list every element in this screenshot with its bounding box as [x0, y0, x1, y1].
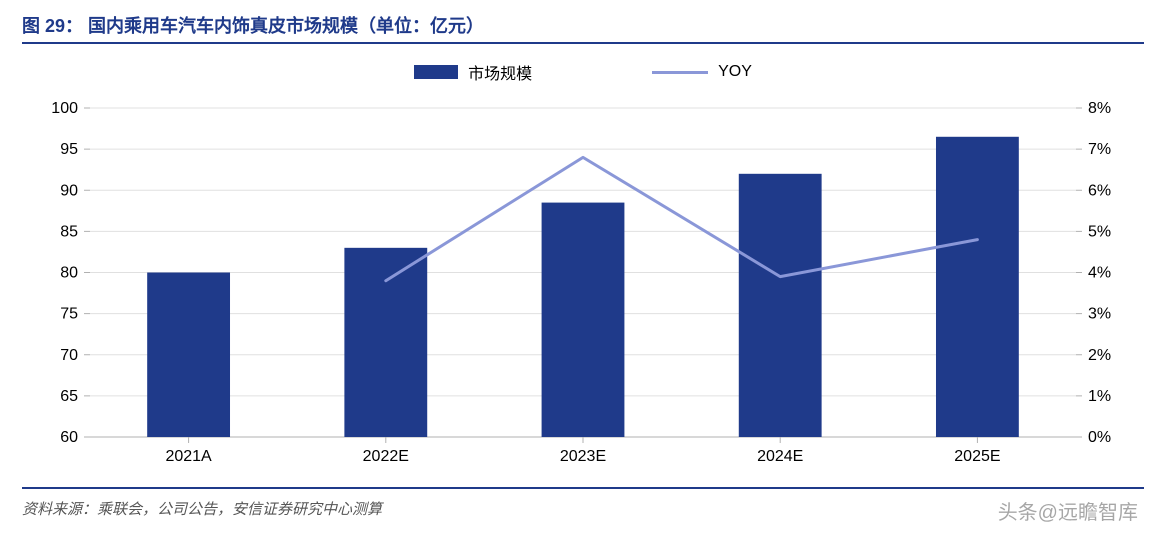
svg-text:4%: 4%: [1088, 265, 1111, 282]
watermark: 头条@远瞻智库: [998, 496, 1138, 525]
bar: [147, 273, 230, 438]
source-text: 资料来源：乘联会，公司公告，安信证券研究中心测算: [22, 498, 382, 519]
legend-swatch-bar: [414, 65, 458, 79]
svg-text:100: 100: [51, 100, 78, 117]
title-underline: [22, 42, 1144, 44]
chart-title: 图 29： 国内乘用车汽车内饰真皮市场规模（单位：亿元）: [22, 12, 484, 38]
svg-text:95: 95: [60, 141, 78, 158]
svg-text:70: 70: [60, 347, 78, 364]
bar: [936, 137, 1019, 437]
legend-item-line: YOY: [652, 63, 752, 81]
svg-text:2022E: 2022E: [363, 448, 409, 465]
bar: [344, 248, 427, 437]
svg-text:2021A: 2021A: [165, 448, 212, 465]
chart-legend: 市场规模 YOY: [0, 58, 1166, 86]
svg-text:75: 75: [60, 306, 78, 323]
svg-text:3%: 3%: [1088, 306, 1111, 323]
svg-text:60: 60: [60, 429, 78, 446]
figure-title: 国内乘用车汽车内饰真皮市场规模（单位：亿元）: [88, 16, 484, 36]
bar: [739, 174, 822, 437]
svg-text:0%: 0%: [1088, 429, 1111, 446]
svg-text:1%: 1%: [1088, 388, 1111, 405]
yoy-line: [386, 157, 978, 280]
svg-text:2024E: 2024E: [757, 448, 803, 465]
chart-svg: 60657075808590951000%1%2%3%4%5%6%7%8%202…: [90, 100, 1076, 467]
svg-text:2%: 2%: [1088, 347, 1111, 364]
legend-swatch-line: [652, 71, 708, 74]
svg-text:90: 90: [60, 182, 78, 199]
legend-label-line: YOY: [718, 63, 752, 81]
svg-text:7%: 7%: [1088, 141, 1111, 158]
svg-text:2025E: 2025E: [954, 448, 1000, 465]
svg-text:65: 65: [60, 388, 78, 405]
footer-line: [22, 487, 1144, 489]
legend-item-bar: 市场规模: [414, 60, 532, 84]
svg-text:5%: 5%: [1088, 223, 1111, 240]
figure-number: 图 29：: [22, 16, 83, 36]
svg-text:2023E: 2023E: [560, 448, 606, 465]
legend-label-bar: 市场规模: [468, 60, 532, 84]
bar: [542, 203, 625, 437]
svg-text:80: 80: [60, 265, 78, 282]
svg-text:85: 85: [60, 223, 78, 240]
svg-text:6%: 6%: [1088, 182, 1111, 199]
svg-text:8%: 8%: [1088, 100, 1111, 117]
chart-plot-area: 60657075808590951000%1%2%3%4%5%6%7%8%202…: [90, 100, 1076, 467]
